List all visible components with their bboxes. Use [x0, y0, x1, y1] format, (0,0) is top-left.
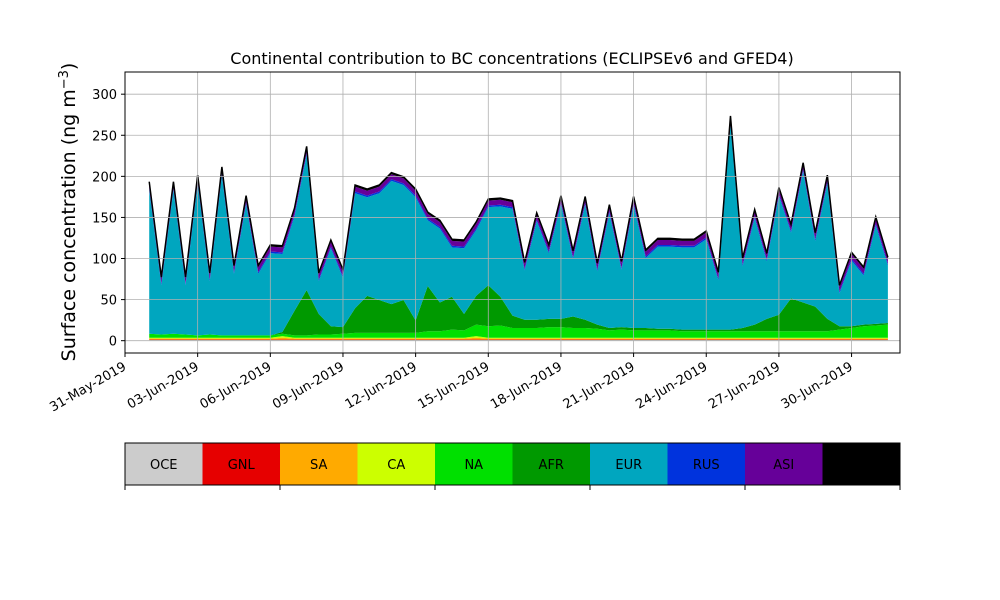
- x-tick-label: 06-Jun-2019: [197, 359, 274, 412]
- y-tick-label: 50: [100, 294, 117, 309]
- colorbar-frame: [124, 442, 901, 486]
- x-tick-label: 24-Jun-2019: [633, 359, 710, 412]
- x-tick-label: 27-Jun-2019: [706, 359, 783, 412]
- area-series-na: [149, 324, 888, 338]
- colorbar-swatch-asi: [745, 443, 823, 485]
- plot-frame: [124, 71, 901, 354]
- colorbar-label-gnl: GNL: [228, 458, 256, 473]
- y-tick-label: 250: [92, 129, 117, 144]
- y-tick-label: 0: [109, 335, 117, 350]
- x-tick-label: 31-May-2019: [47, 359, 129, 415]
- y-axis: 0 50 100 150 200 250 300: [92, 88, 125, 350]
- area-series-ca: [149, 336, 888, 339]
- x-tick-label: 18-Jun-2019: [488, 359, 565, 412]
- colorbar-swatch-ca: [357, 443, 435, 485]
- colorbar-swatch-aus: [822, 443, 900, 485]
- colorbar-label-asi: ASI: [773, 458, 794, 473]
- y-axis-label-superscript: −3: [57, 70, 72, 89]
- colorbar-swatch-rus: [667, 443, 745, 485]
- y-axis-label-text: Surface concentration (ng m: [58, 89, 80, 361]
- colorbar-label-na: NA: [464, 458, 483, 473]
- colorbar-swatch-gnl: [202, 443, 280, 485]
- colorbar-label-rus: RUS: [693, 458, 720, 473]
- x-tick-label: 15-Jun-2019: [415, 359, 492, 412]
- colorbar-swatch-afr: [512, 443, 590, 485]
- colorbar-label-eur: EUR: [615, 458, 642, 473]
- colorbar-swatch-sa: [280, 443, 358, 485]
- area-series-afr: [149, 285, 888, 336]
- y-tick-label: 100: [92, 253, 117, 268]
- y-axis-label-close: ): [58, 63, 80, 70]
- x-axis: 31-May-201903-Jun-201906-Jun-201909-Jun-…: [47, 353, 856, 415]
- colorbar-label-aus: AUS: [848, 458, 875, 473]
- colorbar-swatch-oce: [125, 443, 203, 485]
- x-tick-label: 12-Jun-2019: [343, 359, 420, 412]
- colorbar-swatch-na: [435, 443, 513, 485]
- colorbar-label-afr: AFR: [539, 458, 564, 473]
- colorbar-label-ca: CA: [387, 458, 405, 473]
- plot-area: [124, 71, 901, 354]
- x-tick-label: 03-Jun-2019: [125, 359, 202, 412]
- x-tick-label: 09-Jun-2019: [270, 359, 347, 412]
- area-series-eur: [149, 124, 888, 336]
- x-tick-label: 21-Jun-2019: [561, 359, 638, 412]
- colorbar-label-sa: SA: [310, 458, 327, 473]
- colorbar-legend: OCE GNL SA CA NA AFR EUR RUS ASI AUS: [124, 442, 901, 490]
- y-axis-label: Surface concentration (ng m−3): [57, 63, 81, 362]
- y-tick-label: 150: [92, 211, 117, 226]
- y-tick-label: 200: [92, 170, 117, 185]
- y-tick-label: 300: [92, 88, 117, 103]
- colorbar-label-oce: OCE: [150, 458, 178, 473]
- x-tick-label: 30-Jun-2019: [779, 359, 856, 412]
- chart-title: Continental contribution to BC concentra…: [230, 49, 793, 68]
- total-line: [148, 115, 889, 286]
- colorbar-swatch-eur: [590, 443, 668, 485]
